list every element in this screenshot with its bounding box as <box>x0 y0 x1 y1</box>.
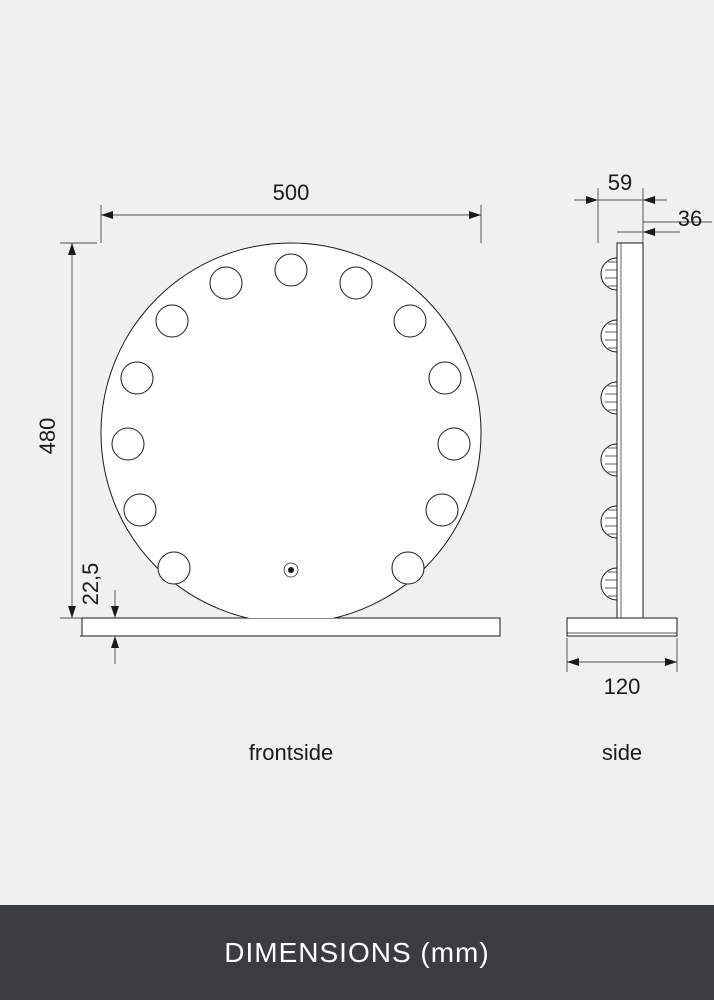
dim-base-22: 22,5 <box>78 563 120 664</box>
dim-height-label: 480 <box>35 418 60 455</box>
front-view <box>82 243 500 636</box>
footer-bar: DIMENSIONS (mm) <box>0 905 714 1000</box>
diagram-canvas: 500 480 22,5 frontside <box>0 0 714 905</box>
dim-side-120: 120 <box>567 638 677 699</box>
dim-120-label: 120 <box>604 674 641 699</box>
dim-baseh-label: 22,5 <box>78 563 103 606</box>
front-view-label: frontside <box>249 740 333 765</box>
footer-title: DIMENSIONS (mm) <box>224 937 489 969</box>
dim-height-480: 480 <box>35 243 97 618</box>
front-base <box>82 618 500 636</box>
dim-side-36: 36 <box>617 206 712 236</box>
dim-59-label: 59 <box>608 170 632 195</box>
side-view-label: side <box>602 740 642 765</box>
side-bulbs <box>601 258 617 600</box>
dim-36-label: 36 <box>678 206 702 231</box>
dim-width-500: 500 <box>101 180 481 243</box>
side-view <box>567 243 677 636</box>
dim-width-label: 500 <box>273 180 310 205</box>
